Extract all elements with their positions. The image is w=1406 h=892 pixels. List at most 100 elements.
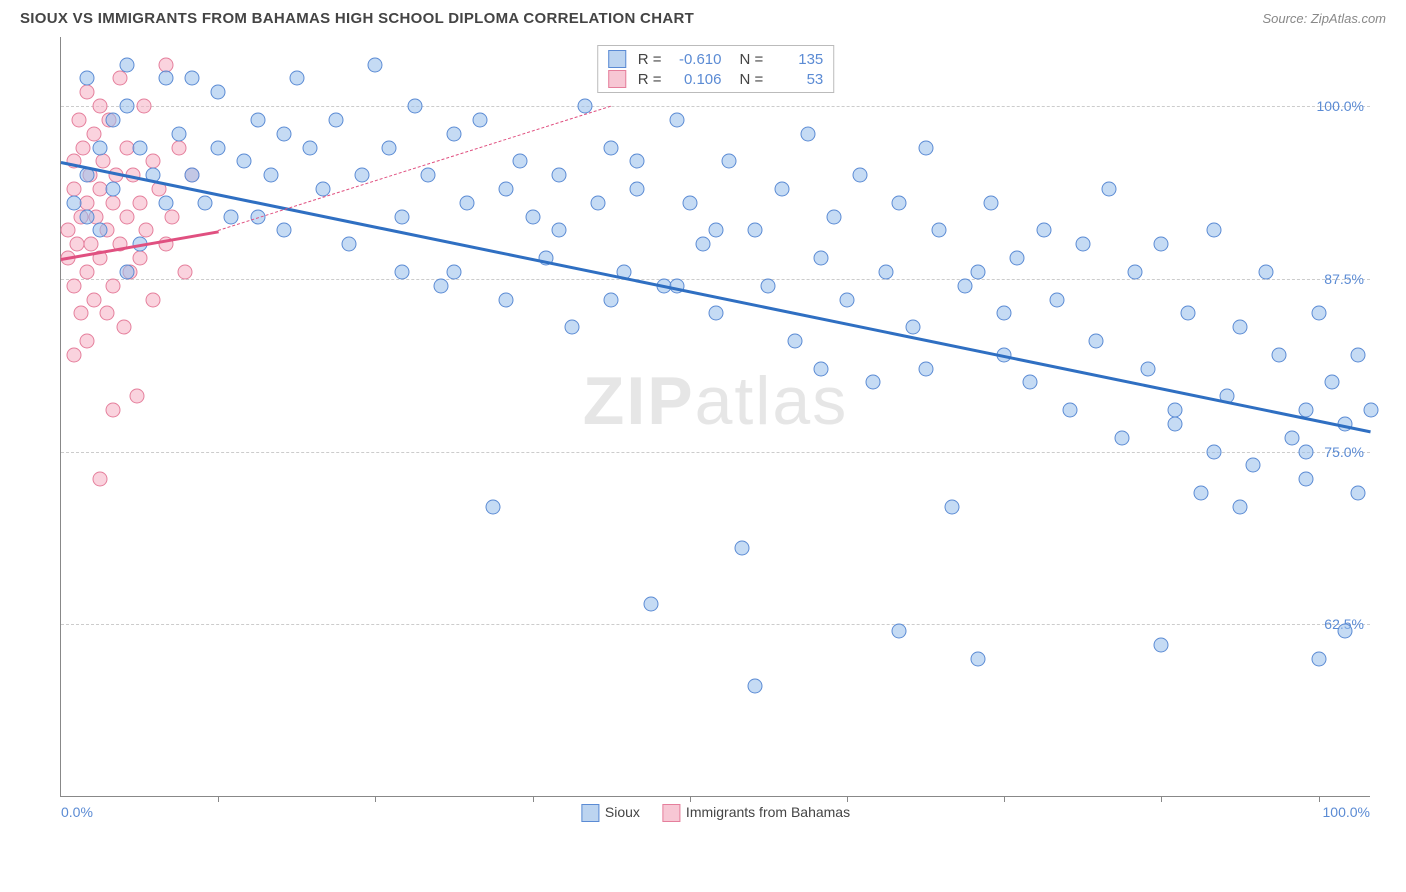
point-sioux xyxy=(93,223,108,238)
legend-r-label: R = xyxy=(638,51,662,68)
point-sioux xyxy=(1115,430,1130,445)
point-sioux xyxy=(1350,347,1365,362)
legend-item: Immigrants from Bahamas xyxy=(662,804,850,822)
x-axis-max-label: 100.0% xyxy=(1323,804,1370,820)
point-sioux xyxy=(420,168,435,183)
point-sioux xyxy=(695,237,710,252)
x-tick xyxy=(847,796,848,802)
legend-row: R =-0.610N =135 xyxy=(608,50,824,68)
point-bahamas xyxy=(119,209,134,224)
point-sioux xyxy=(106,112,121,127)
point-sioux xyxy=(630,182,645,197)
x-tick xyxy=(690,796,691,802)
point-sioux xyxy=(1206,223,1221,238)
point-bahamas xyxy=(129,389,144,404)
point-sioux xyxy=(1154,237,1169,252)
point-bahamas xyxy=(178,264,193,279)
point-sioux xyxy=(1036,223,1051,238)
legend-item: Sioux xyxy=(581,804,640,822)
legend-r-value: -0.610 xyxy=(668,51,722,68)
point-sioux xyxy=(119,99,134,114)
point-sioux xyxy=(905,320,920,335)
legend-row: R =0.106N =53 xyxy=(608,70,824,88)
point-bahamas xyxy=(76,140,91,155)
point-sioux xyxy=(774,182,789,197)
point-sioux xyxy=(1075,237,1090,252)
point-sioux xyxy=(1062,403,1077,418)
chart-title: SIOUX VS IMMIGRANTS FROM BAHAMAS HIGH SC… xyxy=(20,10,694,27)
source-label: Source: ZipAtlas.com xyxy=(1262,11,1386,26)
point-bahamas xyxy=(145,154,160,169)
point-sioux xyxy=(198,195,213,210)
point-sioux xyxy=(709,223,724,238)
point-sioux xyxy=(1023,375,1038,390)
point-sioux xyxy=(892,624,907,639)
point-sioux xyxy=(1298,472,1313,487)
point-sioux xyxy=(1311,306,1326,321)
point-bahamas xyxy=(116,320,131,335)
point-sioux xyxy=(1167,416,1182,431)
trendline-bahamas-extrapolated xyxy=(218,106,611,231)
point-sioux xyxy=(564,320,579,335)
point-sioux xyxy=(80,209,95,224)
point-sioux xyxy=(1233,320,1248,335)
point-sioux xyxy=(211,85,226,100)
point-sioux xyxy=(106,182,121,197)
point-sioux xyxy=(1102,182,1117,197)
legend-label: Immigrants from Bahamas xyxy=(686,804,850,820)
point-sioux xyxy=(355,168,370,183)
gridline xyxy=(61,279,1370,280)
point-sioux xyxy=(813,251,828,266)
point-sioux xyxy=(447,264,462,279)
point-sioux xyxy=(1180,306,1195,321)
point-sioux xyxy=(211,140,226,155)
point-bahamas xyxy=(86,292,101,307)
point-sioux xyxy=(630,154,645,169)
point-sioux xyxy=(224,209,239,224)
point-sioux xyxy=(1246,458,1261,473)
point-bahamas xyxy=(106,195,121,210)
point-sioux xyxy=(669,112,684,127)
correlation-legend: R =-0.610N =135R =0.106N =53 xyxy=(597,45,835,93)
y-tick-label: 100.0% xyxy=(1317,98,1364,114)
point-sioux xyxy=(185,71,200,86)
point-sioux xyxy=(722,154,737,169)
point-bahamas xyxy=(106,403,121,418)
point-sioux xyxy=(931,223,946,238)
point-bahamas xyxy=(69,237,84,252)
point-sioux xyxy=(1010,251,1025,266)
point-bahamas xyxy=(80,334,95,349)
point-sioux xyxy=(866,375,881,390)
point-sioux xyxy=(460,195,475,210)
point-sioux xyxy=(237,154,252,169)
point-sioux xyxy=(826,209,841,224)
point-sioux xyxy=(1206,444,1221,459)
point-bahamas xyxy=(99,306,114,321)
y-tick-label: 75.0% xyxy=(1324,444,1364,460)
point-sioux xyxy=(997,306,1012,321)
point-sioux xyxy=(433,278,448,293)
point-sioux xyxy=(499,182,514,197)
point-sioux xyxy=(551,223,566,238)
point-bahamas xyxy=(72,112,87,127)
point-sioux xyxy=(158,71,173,86)
point-sioux xyxy=(119,57,134,72)
point-bahamas xyxy=(93,472,108,487)
point-bahamas xyxy=(165,209,180,224)
point-sioux xyxy=(944,499,959,514)
point-bahamas xyxy=(86,126,101,141)
legend-swatch xyxy=(608,70,626,88)
point-bahamas xyxy=(145,292,160,307)
point-sioux xyxy=(551,168,566,183)
point-sioux xyxy=(1350,486,1365,501)
point-sioux xyxy=(787,334,802,349)
point-sioux xyxy=(1167,403,1182,418)
point-sioux xyxy=(892,195,907,210)
point-sioux xyxy=(735,541,750,556)
point-sioux xyxy=(499,292,514,307)
point-sioux xyxy=(1285,430,1300,445)
x-tick xyxy=(218,796,219,802)
point-sioux xyxy=(813,361,828,376)
point-bahamas xyxy=(136,99,151,114)
point-sioux xyxy=(447,126,462,141)
